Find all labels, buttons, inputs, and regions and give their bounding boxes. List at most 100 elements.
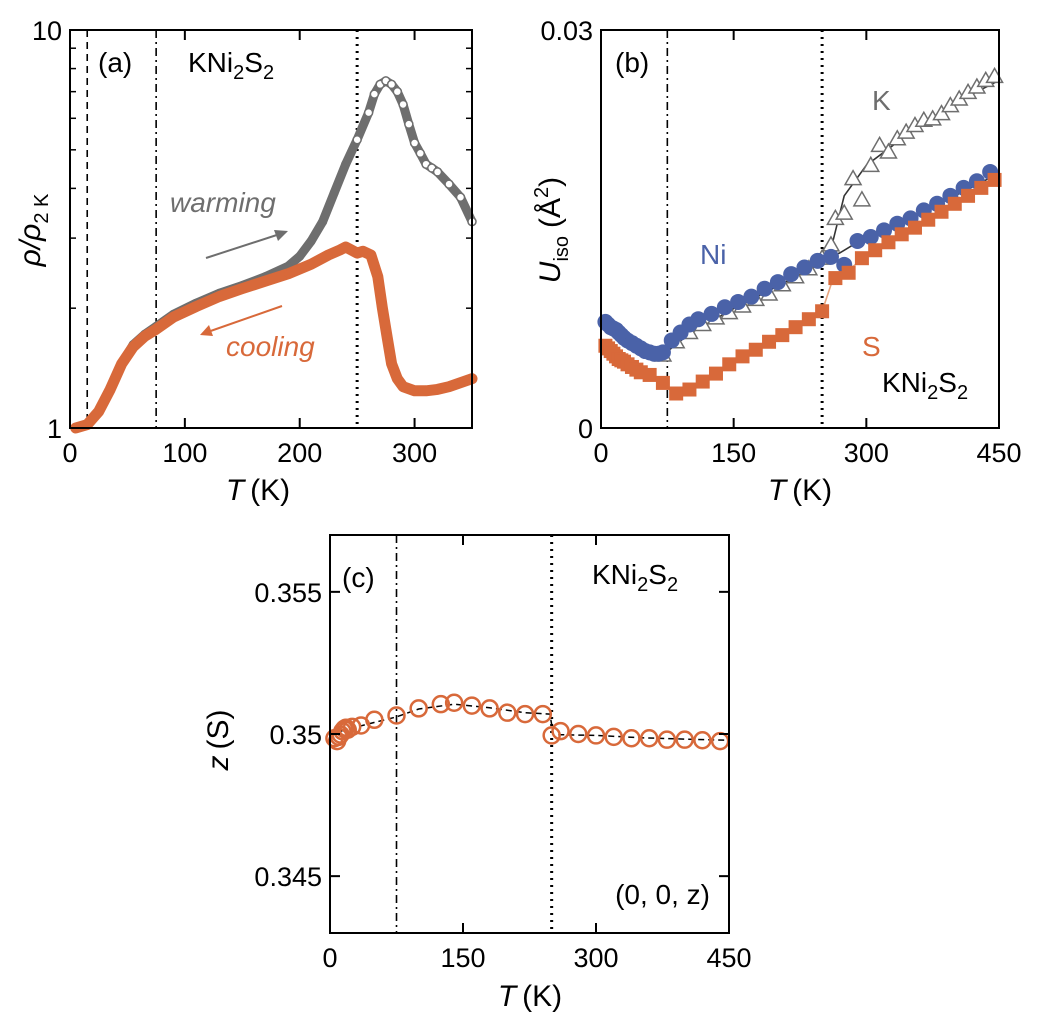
panel-c-ytick-label: 0.355	[254, 578, 322, 608]
panel-a-xtick-label: 100	[162, 438, 207, 468]
warming-point	[409, 138, 420, 148]
point-z	[551, 721, 570, 741]
panel-b: 0 150 300 450 0 0.03 (b) K Ni S KNi2S2 T (K) U…	[531, 16, 1022, 507]
point-z	[586, 726, 606, 745]
cooling-point	[366, 251, 375, 260]
panel-a-xtick-label: 0	[62, 438, 77, 468]
cooling-point	[378, 304, 387, 313]
panel-b-xtick-label: 0	[593, 438, 608, 468]
point-S	[974, 180, 989, 195]
point-S	[815, 304, 830, 319]
warming-arrow	[205, 230, 288, 259]
panel-c-ylabel: z(S)	[202, 710, 235, 772]
point-Ni	[809, 252, 826, 269]
point-z	[480, 699, 499, 718]
point-K	[879, 142, 898, 159]
point-K	[932, 104, 951, 121]
panel-a-ylabel: ρ/ρ2 K	[14, 193, 53, 267]
panel-c-xtick-label: 150	[440, 943, 485, 973]
point-S	[854, 251, 869, 266]
panel-b-compound: KNi2S2	[882, 367, 968, 404]
point-S	[642, 367, 657, 382]
panel-a-ytick-label: 1	[47, 414, 62, 444]
panel-a: 0 100 200 300 1 10 (a) KNi2S2 warming cooling…	[14, 16, 478, 507]
point-S	[841, 265, 856, 280]
panel-c: 0 150 300 450 0.345 0.35 0.355 (c) KNi2S2 (0, …	[202, 534, 752, 1013]
warming-point	[306, 236, 316, 246]
panel-b-xtick-label: 450	[976, 438, 1021, 468]
warming-point	[392, 86, 403, 97]
point-S	[881, 235, 896, 250]
point-S	[669, 386, 684, 401]
panel-b-ylabel: Uiso(Å2)	[531, 177, 573, 283]
panel-a-label: (a)	[98, 47, 132, 78]
panel-c-xtick-label: 0	[322, 943, 337, 973]
point-z	[675, 730, 694, 749]
cooling-point	[94, 407, 103, 416]
point-Ni	[703, 305, 720, 322]
point-z	[542, 726, 561, 745]
point-S	[775, 328, 790, 343]
point-K	[834, 203, 854, 220]
point-S	[735, 349, 750, 364]
point-S	[695, 374, 710, 389]
warming-point	[341, 159, 351, 169]
point-Ni	[862, 228, 879, 245]
point-K	[843, 169, 863, 186]
warming-point	[404, 119, 414, 129]
point-z	[387, 706, 406, 725]
panel-b-label: (b)	[615, 47, 649, 78]
panel-c-plot-area	[325, 535, 730, 933]
cooling-point	[393, 374, 402, 383]
cooling-point	[152, 325, 161, 334]
panel-b-frame	[600, 29, 1000, 429]
coordinate-label: (0, 0, z)	[615, 879, 710, 910]
cooling-label: cooling	[226, 331, 315, 362]
warming-point	[415, 148, 426, 159]
warming-label: warming	[170, 187, 276, 218]
panel-a-xtick-label: 300	[392, 438, 437, 468]
label-Ni: Ni	[700, 239, 726, 270]
label-K: K	[872, 85, 891, 116]
point-Ni	[743, 288, 760, 305]
point-S	[934, 204, 949, 219]
panel-b-xtick-label: 300	[844, 438, 889, 468]
panel-a-frame	[69, 29, 473, 429]
panel-a-plot-area	[70, 30, 478, 434]
point-Ni	[769, 274, 786, 291]
point-Ni	[716, 299, 733, 316]
warming-point	[318, 217, 328, 227]
cooling-point	[422, 386, 431, 395]
cooling-point	[192, 302, 201, 311]
point-z	[409, 699, 428, 718]
cooling-point	[433, 385, 442, 394]
panel-a-ticks: 0 100 200 300 1 10	[32, 16, 472, 468]
cooling-point	[129, 342, 138, 351]
point-K	[870, 135, 889, 153]
point-Ni	[783, 266, 800, 283]
point-z	[533, 704, 553, 724]
cooling-point	[261, 277, 270, 286]
panel-c-label: (c)	[342, 562, 375, 593]
point-z	[639, 729, 659, 748]
point-z	[444, 693, 464, 712]
point-z	[622, 729, 641, 748]
point-Ni	[822, 248, 839, 265]
panel-c-xtick-label: 300	[573, 943, 618, 973]
cooling-point	[373, 272, 382, 281]
warming-point	[363, 107, 374, 118]
cooling-point	[238, 284, 247, 293]
warming-point	[444, 179, 454, 189]
cooling-point	[117, 359, 126, 368]
point-Ni	[849, 232, 866, 249]
point-K	[821, 235, 841, 252]
point-Ni	[654, 344, 671, 361]
point-S	[828, 271, 843, 286]
cooling-point	[307, 260, 316, 269]
cooling-point	[169, 313, 178, 322]
point-z	[604, 727, 623, 747]
point-S	[748, 342, 763, 357]
point-z	[569, 724, 588, 744]
point-z	[431, 694, 451, 714]
